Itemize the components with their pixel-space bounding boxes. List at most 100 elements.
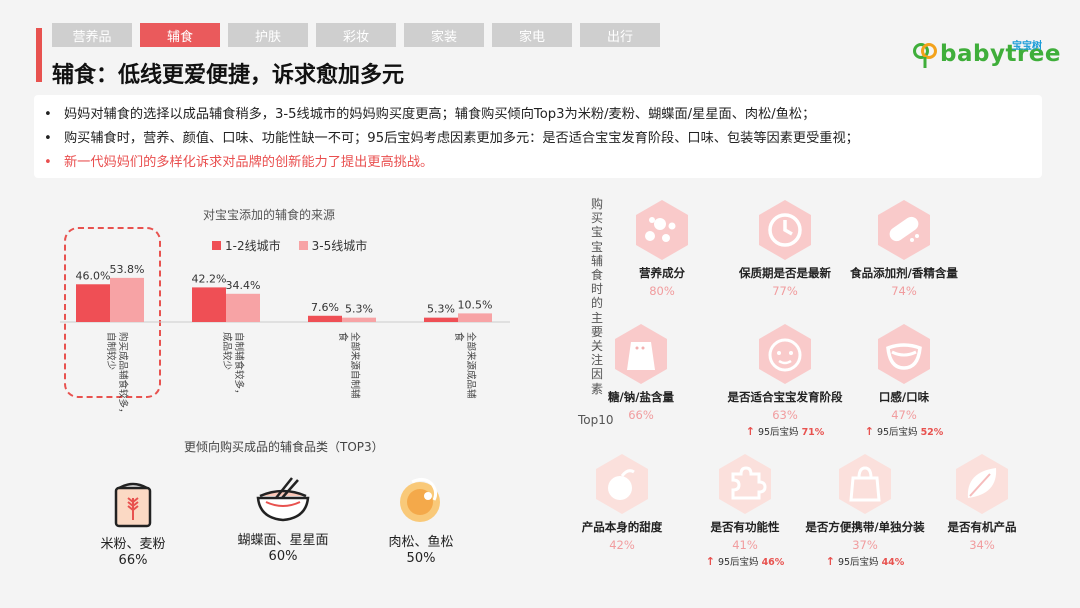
factor-name: 营养成分 — [639, 266, 685, 280]
factor-name: 口感/口味 — [878, 390, 930, 404]
highlight-frame — [64, 227, 161, 398]
legend-label: 3-5线城市 — [311, 239, 368, 253]
category-label: 购买成品辅食较多， — [117, 332, 129, 418]
bar — [76, 284, 110, 322]
factor-note: ↑ 95后宝妈 46% — [680, 554, 810, 568]
tab-appliances[interactable]: 家电 — [492, 23, 572, 47]
factor-note: ↑ 95后宝妈 52% — [839, 424, 969, 438]
bar-value-label: 7.6% — [311, 301, 339, 314]
sweet-fruit-icon — [596, 454, 648, 514]
factor-note-label: 95后宝妈 — [876, 427, 918, 438]
factor-pct: 37% — [852, 538, 878, 552]
factor-name: 食品添加剂/香精含量 — [850, 266, 958, 280]
category-label: 全部来源成品辅 — [465, 332, 477, 399]
factor-pct: 74% — [891, 284, 917, 298]
factor-name: 保质期是否是最新 — [739, 266, 831, 280]
bar — [308, 315, 342, 322]
tab-nutrition[interactable]: 营养品 — [52, 23, 132, 47]
factor-note-label: 95后宝妈 — [757, 427, 799, 438]
bar — [110, 277, 144, 322]
factor-note-label: 95后宝妈 — [837, 557, 879, 568]
factor-item: 口感/口味 47% ↑ 95后宝妈 52% — [839, 322, 969, 438]
top3-name: 蝴蝶面、星星面 — [237, 533, 329, 548]
summary-box: • 妈妈对辅食的选择以成品辅食稍多，3-5线城市的妈妈购买度更高；辅食购买倾向T… — [34, 95, 1042, 178]
factor-item: 是否适合宝宝发育阶段 63% ↑ 95后宝妈 71% — [720, 322, 850, 438]
legend-item: 3-5线城市 — [298, 237, 368, 254]
bar — [424, 317, 458, 322]
nutrition-dots-icon — [636, 200, 688, 260]
top3-title: 更倾向购买成品的辅食品类（TOP3） — [184, 440, 384, 454]
factors-vertical-label: 购买宝宝辅食时的主要关注因素 — [591, 197, 604, 396]
top3-item: 肉松、鱼松 50% — [376, 472, 466, 567]
bullet: • — [44, 155, 52, 170]
summary-text: 妈妈对辅食的选择以成品辅食稍多，3-5线城市的妈妈购买度更高；辅食购买倾向Top… — [64, 107, 816, 122]
summary-text: 购买辅食时，营养、颜值、口味、功能性缺一不可；95后宝妈考虑因素更加多元：是否适… — [64, 131, 859, 146]
leaf-icon — [956, 454, 1008, 514]
factor-pct: 66% — [628, 408, 654, 422]
top3-item: 米粉、麦粉 66% — [88, 476, 178, 569]
top3-pct: 60% — [268, 549, 298, 564]
factor-name: 是否有功能性 — [710, 520, 780, 534]
shopping-bag-icon — [839, 454, 891, 514]
tab-travel[interactable]: 出行 — [580, 23, 660, 47]
logo-cn: 宝宝树 — [1012, 41, 1042, 52]
legend-item: 1-2线城市 — [212, 237, 281, 254]
factor-name: 是否适合宝宝发育阶段 — [727, 390, 843, 404]
top3-name: 肉松、鱼松 — [388, 535, 454, 550]
summary-item-highlight: • 新一代妈妈们的多样化诉求对品牌的创新能力了提出更高挑战。 — [44, 151, 1032, 175]
accent-bar — [36, 28, 42, 82]
page-title: 辅食：低线更爱便捷，诉求愈加多元 — [52, 63, 405, 88]
factor-item: 保质期是否是最新 77% — [720, 198, 850, 298]
factor-item: 营养成分 80% — [597, 198, 727, 298]
factor-item: 产品本身的甜度 42% — [557, 452, 687, 552]
factor-pct: 34% — [969, 538, 995, 552]
factor-note-value: 52% — [920, 427, 944, 438]
rice-flour-bag-icon — [114, 482, 152, 528]
top3-name: 米粉、麦粉 — [100, 537, 166, 552]
chart-title: 对宝宝添加的辅食的来源 — [203, 208, 336, 222]
tab-home-decor[interactable]: 家装 — [404, 23, 484, 47]
babytree-mark-icon — [913, 43, 937, 68]
factor-pct: 77% — [772, 284, 798, 298]
bullet: • — [44, 107, 52, 122]
factor-pct: 63% — [772, 408, 798, 422]
puzzle-icon — [719, 454, 771, 514]
bar-value-label: 53.8% — [110, 263, 145, 276]
factor-note-value: 46% — [761, 557, 785, 568]
factor-name: 是否有机产品 — [947, 520, 1017, 534]
salt-shaker-icon — [615, 324, 667, 384]
tab-makeup[interactable]: 彩妆 — [316, 23, 396, 47]
factor-pct: 47% — [891, 408, 917, 422]
factors-top10: Top10 — [578, 413, 614, 427]
tab-baby-food[interactable]: 辅食 — [140, 23, 220, 47]
bar-value-label: 5.3% — [427, 303, 455, 316]
logo-wordmark: babytree — [940, 41, 1061, 67]
factor-note-value: 71% — [801, 427, 825, 438]
factor-item: 是否有机产品 34% — [917, 452, 1047, 552]
bar-value-label: 46.0% — [76, 269, 111, 282]
tab-skincare[interactable]: 护肤 — [228, 23, 308, 47]
summary-item: • 妈妈对辅食的选择以成品辅食稍多，3-5线城市的妈妈购买度更高；辅食购买倾向T… — [44, 103, 1032, 127]
category-label: 食 — [337, 332, 349, 342]
factor-pct: 80% — [649, 284, 675, 298]
category-label: 成品较少 — [221, 332, 233, 371]
tab-bar: 营养品 辅食 护肤 彩妆 家装 家电 出行 — [52, 23, 660, 47]
bullet: • — [44, 131, 52, 146]
bar — [192, 287, 226, 322]
summary-item: • 购买辅食时，营养、颜值、口味、功能性缺一不可；95后宝妈考虑因素更加多元：是… — [44, 127, 1032, 151]
bar-value-label: 5.3% — [345, 303, 373, 316]
category-label: 自制较少 — [105, 332, 117, 371]
bar — [226, 293, 260, 322]
top3-item: 蝴蝶面、星星面 60% — [228, 472, 338, 565]
summary-text: 新一代妈妈们的多样化诉求对品牌的创新能力了提出更高挑战。 — [64, 155, 434, 170]
bar-value-label: 10.5% — [458, 298, 493, 311]
baby-face-icon — [759, 324, 811, 384]
up-arrow-icon: ↑ — [864, 425, 874, 438]
factor-pct: 42% — [609, 538, 635, 552]
up-arrow-icon: ↑ — [825, 555, 835, 568]
factor-name: 产品本身的甜度 — [581, 520, 663, 534]
legend-swatch — [212, 241, 221, 250]
chart-legend: 1-2线城市 3-5线城市 — [212, 237, 367, 254]
up-arrow-icon: ↑ — [705, 555, 715, 568]
